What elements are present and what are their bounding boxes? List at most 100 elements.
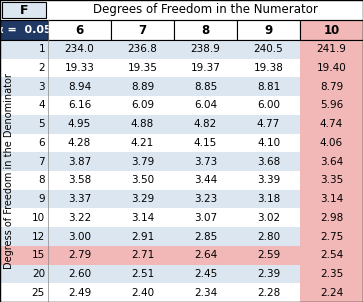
Bar xyxy=(237,59,300,77)
Bar xyxy=(300,59,363,77)
Bar xyxy=(0,20,48,40)
Text: 3.39: 3.39 xyxy=(257,175,280,185)
Text: 6.04: 6.04 xyxy=(194,101,217,111)
Text: 10: 10 xyxy=(32,213,45,223)
Text: α =  0.05: α = 0.05 xyxy=(0,25,52,35)
Bar xyxy=(2,2,46,18)
Text: 9: 9 xyxy=(38,194,45,204)
Bar xyxy=(300,96,363,115)
Bar xyxy=(174,77,237,96)
Text: 3.68: 3.68 xyxy=(257,157,280,167)
Text: 12: 12 xyxy=(32,232,45,242)
Text: 19.38: 19.38 xyxy=(254,63,284,73)
Bar xyxy=(174,133,237,152)
Bar xyxy=(111,77,174,96)
Bar xyxy=(18,152,48,171)
Text: 20: 20 xyxy=(32,269,45,279)
Text: Degress of Freedom in the Denominator: Degress of Freedom in the Denominator xyxy=(4,73,14,269)
Bar xyxy=(0,190,18,208)
Text: 15: 15 xyxy=(32,250,45,260)
Bar xyxy=(111,227,174,246)
Bar xyxy=(237,171,300,190)
Text: 3.29: 3.29 xyxy=(131,194,154,204)
Bar xyxy=(174,171,237,190)
Text: 241.9: 241.9 xyxy=(317,44,346,54)
Bar xyxy=(300,115,363,133)
Bar xyxy=(18,227,48,246)
Bar xyxy=(300,208,363,227)
Text: 240.5: 240.5 xyxy=(254,44,284,54)
Text: 2.85: 2.85 xyxy=(194,232,217,242)
Text: 3.07: 3.07 xyxy=(194,213,217,223)
Text: 236.8: 236.8 xyxy=(127,44,158,54)
Bar xyxy=(18,265,48,283)
Bar xyxy=(48,265,111,283)
Text: 3.58: 3.58 xyxy=(68,175,91,185)
Bar xyxy=(237,208,300,227)
Text: 8: 8 xyxy=(201,24,209,37)
Text: 2.35: 2.35 xyxy=(320,269,343,279)
Bar xyxy=(0,40,18,59)
Bar xyxy=(174,265,237,283)
Text: 2.24: 2.24 xyxy=(320,288,343,298)
Bar xyxy=(18,96,48,115)
Bar xyxy=(18,77,48,96)
Bar xyxy=(111,20,174,40)
Bar xyxy=(300,283,363,302)
Text: 4.95: 4.95 xyxy=(68,119,91,129)
Bar xyxy=(48,59,111,77)
Text: 1: 1 xyxy=(38,44,45,54)
Text: 8.81: 8.81 xyxy=(257,82,280,92)
Text: 2.40: 2.40 xyxy=(131,288,154,298)
Text: 3.00: 3.00 xyxy=(68,232,91,242)
Text: 3.35: 3.35 xyxy=(320,175,343,185)
Bar xyxy=(237,96,300,115)
Bar xyxy=(237,190,300,208)
Bar xyxy=(300,40,363,59)
Bar xyxy=(300,171,363,190)
Bar xyxy=(0,283,18,302)
Bar xyxy=(48,152,111,171)
Bar xyxy=(111,59,174,77)
Text: 6: 6 xyxy=(76,24,83,37)
Text: 4.88: 4.88 xyxy=(131,119,154,129)
Text: 8.89: 8.89 xyxy=(131,82,154,92)
Text: 4.74: 4.74 xyxy=(320,119,343,129)
Bar xyxy=(111,152,174,171)
Bar xyxy=(237,20,300,40)
Text: 4.82: 4.82 xyxy=(194,119,217,129)
Bar xyxy=(237,265,300,283)
Bar xyxy=(18,115,48,133)
Bar xyxy=(0,265,18,283)
Bar xyxy=(48,20,111,40)
Bar xyxy=(111,208,174,227)
Bar xyxy=(18,190,48,208)
Bar xyxy=(237,40,300,59)
Text: 6.09: 6.09 xyxy=(131,101,154,111)
Text: 2.51: 2.51 xyxy=(131,269,154,279)
Text: 3.44: 3.44 xyxy=(194,175,217,185)
Bar xyxy=(0,59,18,77)
Bar xyxy=(48,40,111,59)
Bar xyxy=(111,40,174,59)
Bar xyxy=(174,152,237,171)
Bar xyxy=(0,115,18,133)
Text: 2.49: 2.49 xyxy=(68,288,91,298)
Text: 5.96: 5.96 xyxy=(320,101,343,111)
Text: 6.00: 6.00 xyxy=(257,101,280,111)
Bar xyxy=(18,283,48,302)
Bar xyxy=(111,190,174,208)
Bar xyxy=(237,152,300,171)
Bar xyxy=(0,227,18,246)
Bar xyxy=(174,208,237,227)
Text: 3.50: 3.50 xyxy=(131,175,154,185)
Bar xyxy=(174,40,237,59)
Bar xyxy=(0,246,18,265)
Bar xyxy=(48,227,111,246)
Bar xyxy=(48,171,111,190)
Text: 234.0: 234.0 xyxy=(65,44,94,54)
Text: 2.98: 2.98 xyxy=(320,213,343,223)
Bar xyxy=(300,133,363,152)
Text: 4.15: 4.15 xyxy=(194,138,217,148)
Bar xyxy=(0,96,18,115)
